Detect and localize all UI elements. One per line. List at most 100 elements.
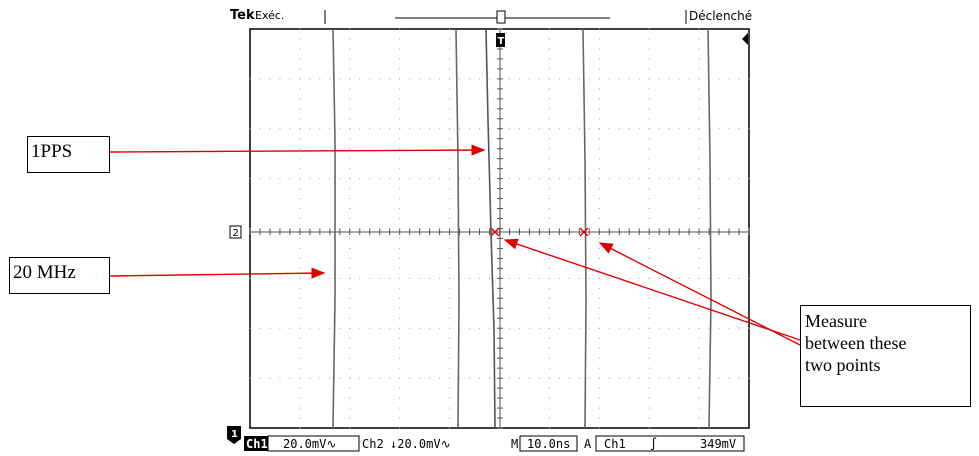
grid-dot	[508, 228, 510, 229]
grid-dot	[319, 228, 321, 229]
grid-dot	[598, 98, 600, 100]
grid-dot	[349, 407, 351, 409]
grid-dot	[279, 128, 281, 130]
grid-dot	[708, 178, 710, 180]
grid-dot	[588, 327, 590, 329]
grid-dot	[598, 417, 600, 419]
grid-dot	[608, 327, 610, 329]
grid-dot	[399, 98, 401, 100]
grid-dot	[518, 377, 520, 379]
grid-dot	[399, 317, 401, 319]
grid-dot	[608, 277, 610, 279]
grid-dot	[698, 148, 700, 150]
grid-dot	[508, 327, 510, 329]
grid-dot	[538, 377, 540, 379]
grid-dot	[429, 277, 431, 279]
grid-dot	[528, 277, 530, 279]
grid-dot	[439, 128, 441, 130]
grid-dot	[628, 128, 630, 130]
grid-dot	[648, 138, 650, 140]
grid-dot	[449, 158, 451, 160]
grid-dot	[598, 347, 600, 349]
grid-dot	[658, 377, 660, 379]
grid-dot	[698, 68, 700, 70]
grid-dot	[449, 377, 451, 379]
grid-dot	[548, 237, 550, 239]
grid-dot	[648, 367, 650, 369]
grid-dot	[399, 78, 401, 80]
grid-dot	[548, 148, 550, 150]
grid-dot	[429, 228, 431, 229]
grid-dot	[648, 48, 650, 50]
grid-dot	[548, 427, 550, 429]
grid-dot	[449, 178, 451, 180]
grid-dot	[548, 58, 550, 60]
grid-dot	[399, 68, 401, 70]
grid-dot	[738, 377, 740, 379]
grid-dot	[349, 317, 351, 319]
grid-dot	[548, 138, 550, 140]
grid-dot	[399, 377, 401, 379]
grid-dot	[538, 277, 540, 279]
grid-dot	[598, 158, 600, 160]
grid-dot	[648, 68, 650, 70]
grid-dot	[339, 128, 341, 130]
grid-dot	[329, 78, 331, 80]
grid-dot	[299, 237, 301, 239]
grid-dot	[528, 178, 530, 180]
grid-dot	[678, 277, 680, 279]
grid-dot	[299, 327, 301, 329]
grid-dot	[349, 367, 351, 369]
grid-dot	[419, 327, 421, 329]
grid-dot	[698, 138, 700, 140]
grid-dot	[429, 377, 431, 379]
grid-dot	[718, 277, 720, 279]
pps-edge	[485, 28, 496, 429]
grid-dot	[718, 178, 720, 180]
grid-dot	[698, 58, 700, 60]
grid-dot	[419, 228, 421, 229]
grid-dot	[309, 178, 311, 180]
grid-dot	[548, 357, 550, 359]
grid-dot	[688, 327, 690, 329]
grid-dot	[628, 327, 630, 329]
grid-dot	[459, 78, 461, 80]
grid-dot	[449, 317, 451, 319]
grid-dot	[269, 377, 271, 379]
grid-dot	[279, 277, 281, 279]
annotation-measure: Measure between these two points	[800, 305, 971, 407]
grid-dot	[299, 407, 301, 409]
grid-dot	[459, 228, 461, 229]
grid-dot	[548, 118, 550, 120]
grid-dot	[299, 267, 301, 269]
grid-dot	[299, 387, 301, 389]
grid-dot	[648, 347, 650, 349]
grid-dot	[379, 178, 381, 180]
grid-dot	[319, 128, 321, 130]
axis-ticks	[249, 28, 750, 429]
grid-dot	[698, 267, 700, 269]
grid-dot	[678, 78, 680, 80]
grid-dot	[349, 158, 351, 160]
grid-dot	[449, 108, 451, 110]
grid-dot	[528, 228, 530, 229]
grid-dot	[349, 287, 351, 289]
grid-dot	[548, 407, 550, 409]
grid-dot	[638, 128, 640, 130]
grid-dot	[389, 178, 391, 180]
grid-dot	[698, 307, 700, 309]
grid-dot	[299, 417, 301, 419]
ch2-ground-marker-text: 2	[233, 228, 239, 239]
grid-dot	[449, 58, 451, 60]
grid-dot	[339, 377, 341, 379]
grid-dot	[738, 228, 740, 229]
grid-dot	[299, 158, 301, 160]
grid-dot	[449, 228, 451, 229]
grid-dot	[558, 327, 560, 329]
grid-dot	[449, 357, 451, 359]
grid-dot	[598, 178, 600, 180]
annotation-20mhz: 20 MHz	[9, 257, 110, 294]
grid-dot	[648, 397, 650, 399]
grid-dot	[289, 78, 291, 80]
grid-dot	[299, 377, 301, 379]
